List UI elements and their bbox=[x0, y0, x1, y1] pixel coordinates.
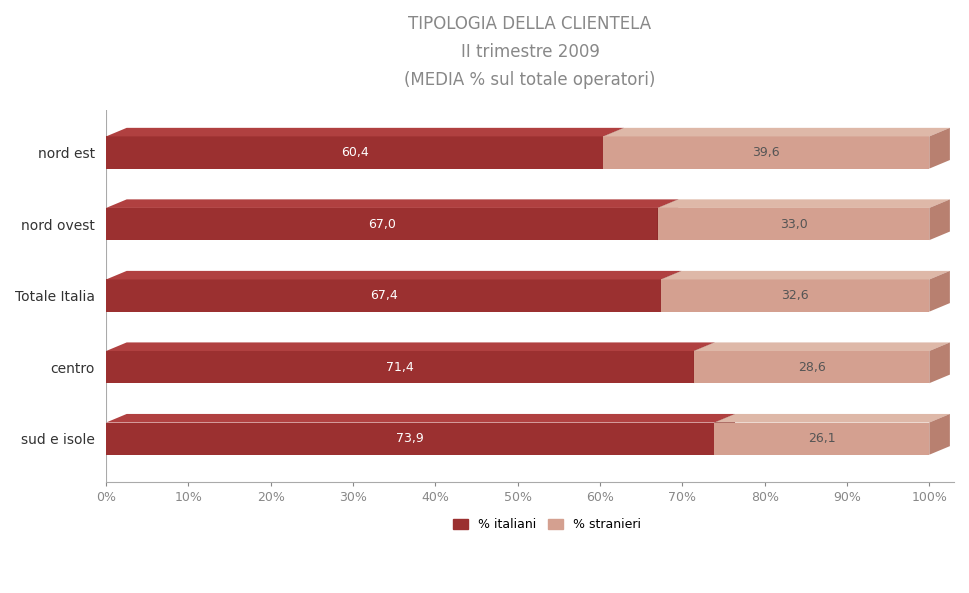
Text: 39,6: 39,6 bbox=[753, 146, 780, 159]
Polygon shape bbox=[107, 128, 624, 136]
Polygon shape bbox=[714, 423, 929, 455]
Polygon shape bbox=[107, 342, 714, 351]
Polygon shape bbox=[107, 351, 694, 383]
Polygon shape bbox=[604, 136, 929, 168]
Polygon shape bbox=[107, 414, 735, 423]
Polygon shape bbox=[107, 136, 604, 168]
Polygon shape bbox=[604, 128, 950, 136]
Polygon shape bbox=[929, 128, 950, 168]
Polygon shape bbox=[107, 423, 714, 455]
Legend: % italiani, % stranieri: % italiani, % stranieri bbox=[449, 514, 645, 535]
Text: 33,0: 33,0 bbox=[780, 218, 807, 231]
Polygon shape bbox=[929, 414, 950, 455]
Polygon shape bbox=[107, 279, 661, 312]
Polygon shape bbox=[714, 414, 950, 423]
Polygon shape bbox=[929, 271, 950, 312]
Polygon shape bbox=[604, 128, 624, 168]
Text: 60,4: 60,4 bbox=[341, 146, 368, 159]
Polygon shape bbox=[107, 271, 681, 279]
Polygon shape bbox=[694, 342, 714, 383]
Text: 73,9: 73,9 bbox=[396, 432, 424, 445]
Text: 67,0: 67,0 bbox=[368, 218, 395, 231]
Polygon shape bbox=[929, 342, 950, 383]
Text: 71,4: 71,4 bbox=[386, 361, 414, 374]
Polygon shape bbox=[107, 199, 678, 208]
Polygon shape bbox=[107, 208, 658, 240]
Text: 67,4: 67,4 bbox=[369, 289, 397, 302]
Polygon shape bbox=[661, 271, 681, 312]
Polygon shape bbox=[714, 414, 735, 455]
Title: TIPOLOGIA DELLA CLIENTELA
II trimestre 2009
(MEDIA % sul totale operatori): TIPOLOGIA DELLA CLIENTELA II trimestre 2… bbox=[404, 15, 656, 88]
Polygon shape bbox=[658, 208, 929, 240]
Polygon shape bbox=[694, 351, 929, 383]
Polygon shape bbox=[658, 199, 950, 208]
Polygon shape bbox=[658, 199, 678, 240]
Polygon shape bbox=[661, 279, 929, 312]
Text: 26,1: 26,1 bbox=[808, 432, 835, 445]
Polygon shape bbox=[661, 271, 950, 279]
Polygon shape bbox=[694, 342, 950, 351]
Text: 32,6: 32,6 bbox=[781, 289, 809, 302]
Text: 28,6: 28,6 bbox=[797, 361, 826, 374]
Polygon shape bbox=[929, 199, 950, 240]
